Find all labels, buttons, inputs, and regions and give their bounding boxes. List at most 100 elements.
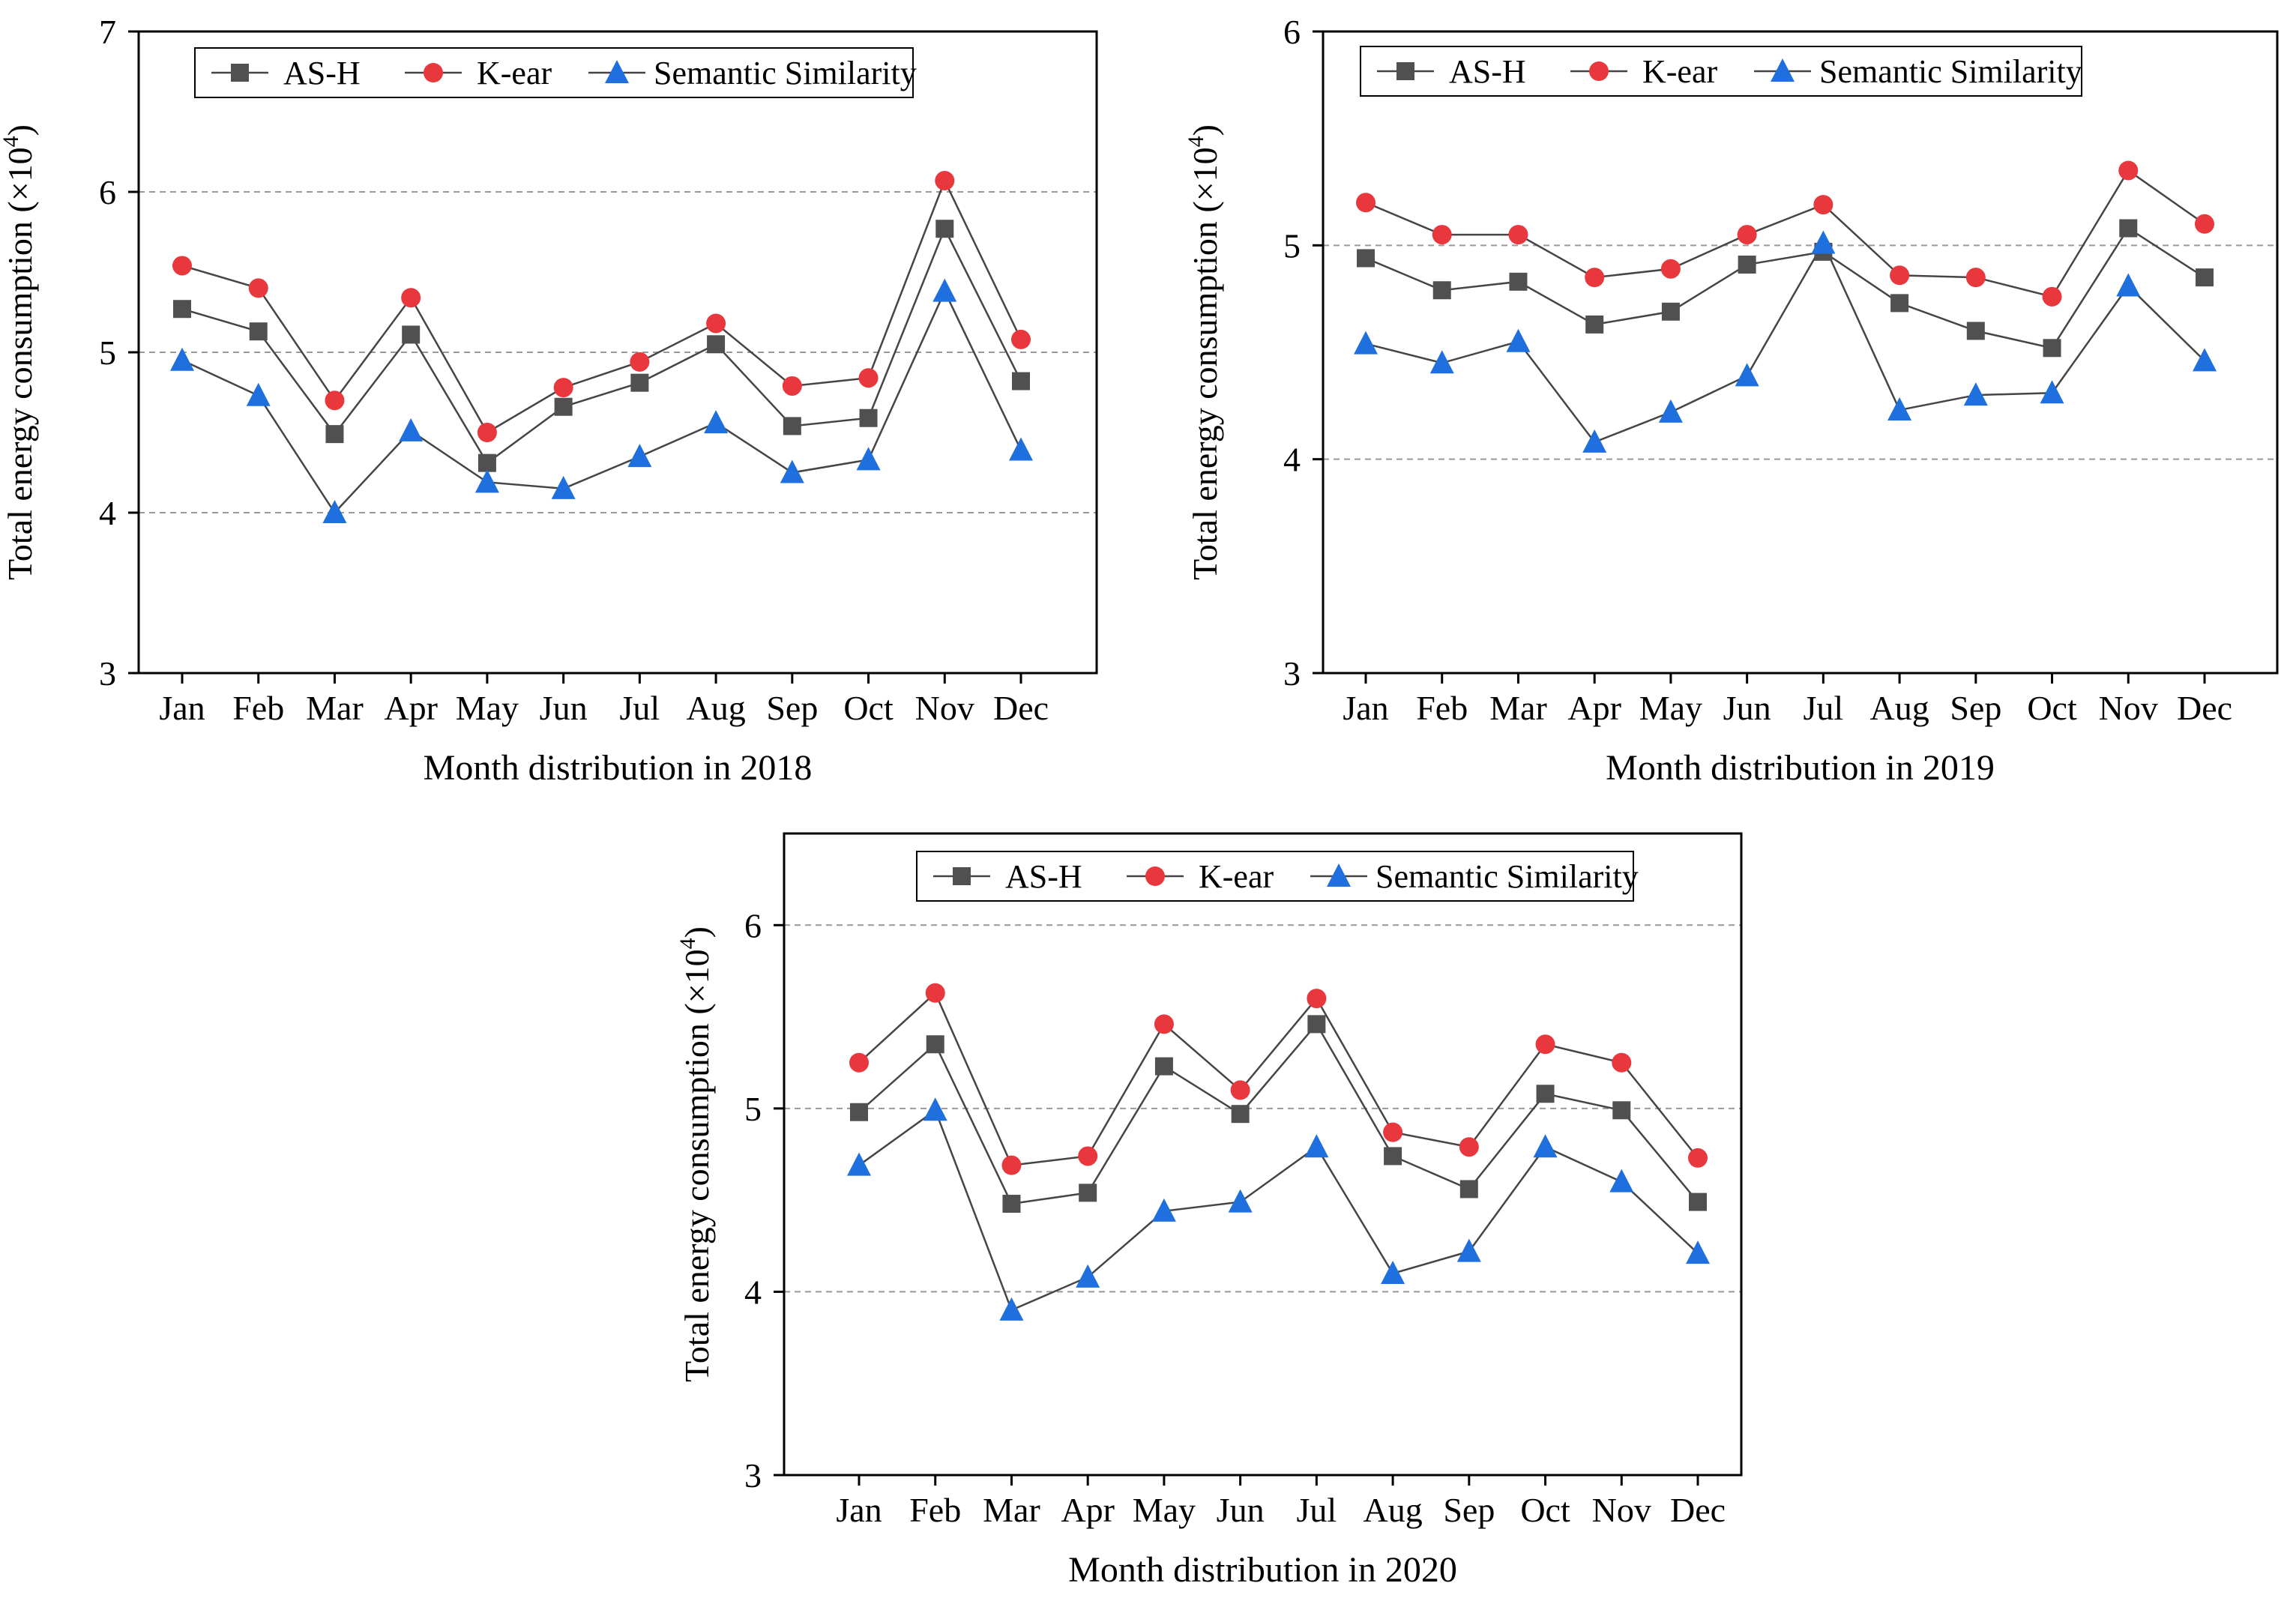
data-point-k-ear: [477, 423, 497, 442]
x-tick-label: Jun: [1723, 689, 1771, 727]
data-point-semantic-similarity: [1009, 437, 1033, 461]
legend-box: [916, 851, 1634, 902]
legend-marker-semantic-similarity: [1771, 58, 1795, 82]
data-point-semantic-similarity: [1228, 1189, 1253, 1213]
x-tick-label: May: [1639, 689, 1702, 727]
legend-marker-semantic-similarity: [605, 60, 629, 83]
legend-label-as-h: AS-H: [1449, 53, 1526, 90]
data-point-semantic-similarity: [1686, 1240, 1710, 1264]
data-point-semantic-similarity: [1304, 1134, 1329, 1158]
data-point-k-ear: [1432, 225, 1452, 245]
x-tick-label: Jan: [159, 689, 205, 727]
data-point-semantic-similarity: [780, 459, 804, 483]
data-point-semantic-similarity: [627, 444, 652, 468]
x-tick-label: Mar: [983, 1491, 1040, 1529]
data-point-as-h: [402, 325, 421, 344]
x-tick-label: Dec: [993, 689, 1049, 727]
data-point-semantic-similarity: [2040, 380, 2064, 404]
y-tick-label: 5: [744, 1090, 762, 1128]
data-point-as-h: [1966, 322, 1985, 340]
data-point-semantic-similarity: [322, 500, 347, 523]
x-tick-label: Aug: [686, 689, 745, 727]
data-point-as-h: [325, 425, 344, 444]
data-point-k-ear: [1813, 195, 1834, 215]
data-point-as-h: [1738, 256, 1756, 274]
data-point-semantic-similarity: [1887, 397, 1912, 421]
series-line-k-ear: [1365, 169, 2205, 298]
legend-label-k-ear: K-ear: [1642, 53, 1717, 90]
x-tick-label: Dec: [2177, 689, 2232, 727]
data-point-k-ear: [2042, 286, 2062, 307]
y-axis-label-superscript: 4: [1184, 136, 1208, 147]
x-tick-label: Sep: [1443, 1491, 1495, 1529]
legend-box: [194, 47, 914, 98]
data-point-semantic-similarity: [399, 417, 424, 441]
data-point-k-ear: [782, 376, 802, 396]
y-axis-label-close: ): [1186, 124, 1224, 136]
data-point-k-ear: [2195, 214, 2214, 234]
data-point-semantic-similarity: [856, 447, 881, 471]
x-tick-label: May: [456, 689, 519, 727]
series-line-semantic-similarity: [181, 289, 1022, 515]
legend-label-k-ear: K-ear: [1199, 858, 1274, 895]
y-axis-label-main: Total energy consumption (×10: [1, 147, 39, 580]
data-point-semantic-similarity: [1456, 1238, 1481, 1262]
x-tick-label: Aug: [1869, 689, 1929, 727]
data-point-semantic-similarity: [1582, 429, 1607, 453]
series-line-k-ear: [181, 178, 1022, 434]
data-point-as-h: [1536, 1085, 1555, 1103]
y-axis-label-close: ): [678, 926, 716, 938]
data-point-as-h: [1357, 249, 1375, 268]
y-tick-label: 5: [1283, 226, 1301, 265]
legend-marker-as-h: [231, 64, 249, 82]
data-point-k-ear: [849, 1052, 869, 1073]
series-line-semantic-similarity: [1365, 241, 2205, 444]
data-point-semantic-similarity: [999, 1297, 1024, 1321]
legend-marker-k-ear: [1145, 866, 1165, 886]
x-tick-label: Mar: [1489, 689, 1547, 727]
data-point-semantic-similarity: [932, 278, 957, 302]
data-point-semantic-similarity: [246, 382, 271, 406]
y-axis-label-main: Total energy consumption (×10: [1186, 147, 1224, 580]
y-tick-label: 7: [99, 13, 116, 51]
x-tick-label: Oct: [1520, 1491, 1570, 1529]
data-point-semantic-similarity: [923, 1097, 947, 1121]
y-tick-label: 4: [99, 494, 116, 532]
x-tick-label: Mar: [306, 689, 364, 727]
data-point-semantic-similarity: [1811, 230, 1836, 254]
data-point-semantic-similarity: [1429, 350, 1454, 374]
data-point-k-ear: [1307, 989, 1327, 1009]
data-point-semantic-similarity: [2193, 348, 2217, 372]
x-tick-label: Apr: [384, 689, 438, 727]
x-tick-label: May: [1133, 1491, 1196, 1529]
data-point-as-h: [1231, 1105, 1250, 1124]
data-point-k-ear: [1965, 268, 1986, 288]
data-point-as-h: [1661, 302, 1680, 321]
data-point-as-h: [859, 408, 878, 427]
y-tick-label: 6: [1283, 13, 1301, 51]
data-point-as-h: [1079, 1184, 1097, 1202]
chart-2: 3 4 5 6 Jan Feb Mar Apr May Jun Jul Aug Sep Oct Nov Dec…: [1184, 13, 2279, 788]
data-point-k-ear: [630, 352, 650, 372]
data-point-semantic-similarity: [1506, 328, 1531, 352]
y-tick-label: 4: [1283, 441, 1301, 479]
data-point-semantic-similarity: [170, 347, 194, 371]
data-point-semantic-similarity: [1381, 1260, 1405, 1284]
y-axis-label-superscript: 4: [675, 938, 700, 949]
data-point-as-h: [1459, 1180, 1478, 1199]
legend: AS-H K-ear Semantic Similarity: [194, 47, 917, 98]
data-point-k-ear: [1535, 1034, 1555, 1055]
data-point-as-h: [850, 1103, 868, 1121]
data-point-as-h: [1612, 1101, 1631, 1120]
legend-marker-semantic-similarity: [1327, 863, 1351, 887]
chart-1: 3 4 5 6 7 Jan Feb Mar Apr May Jun Jul Aug Sep Oct Nov De…: [0, 13, 1098, 788]
x-tick-label: Jan: [1343, 689, 1388, 727]
data-point-as-h: [1585, 315, 1604, 334]
x-tick-label: Nov: [1592, 1491, 1651, 1529]
series-line-as-h: [181, 226, 1022, 465]
data-point-k-ear: [1356, 193, 1376, 213]
data-point-k-ear: [925, 983, 945, 1003]
y-tick-label: 3: [744, 1456, 762, 1495]
legend-label-as-h: AS-H: [283, 55, 361, 91]
data-point-as-h: [935, 220, 954, 238]
